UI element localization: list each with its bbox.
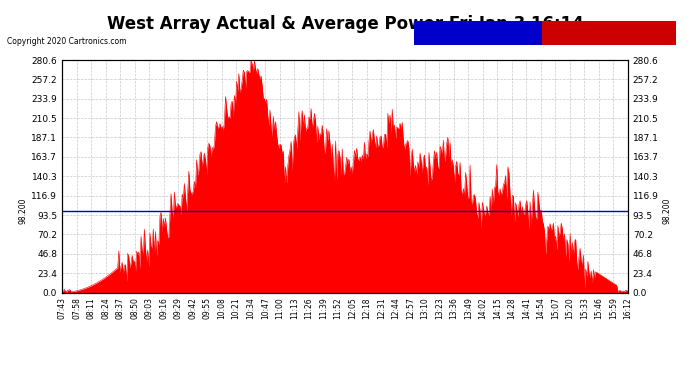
- Text: West Array Actual & Average Power Fri Jan 3 16:14: West Array Actual & Average Power Fri Ja…: [107, 15, 583, 33]
- Text: West Array  (DC Watts): West Array (DC Watts): [554, 28, 664, 38]
- Text: Copyright 2020 Cartronics.com: Copyright 2020 Cartronics.com: [7, 38, 126, 46]
- Text: 98.200: 98.200: [19, 198, 28, 224]
- Text: Average  (DC Watts): Average (DC Watts): [430, 28, 526, 38]
- Text: 98.200: 98.200: [662, 198, 671, 224]
